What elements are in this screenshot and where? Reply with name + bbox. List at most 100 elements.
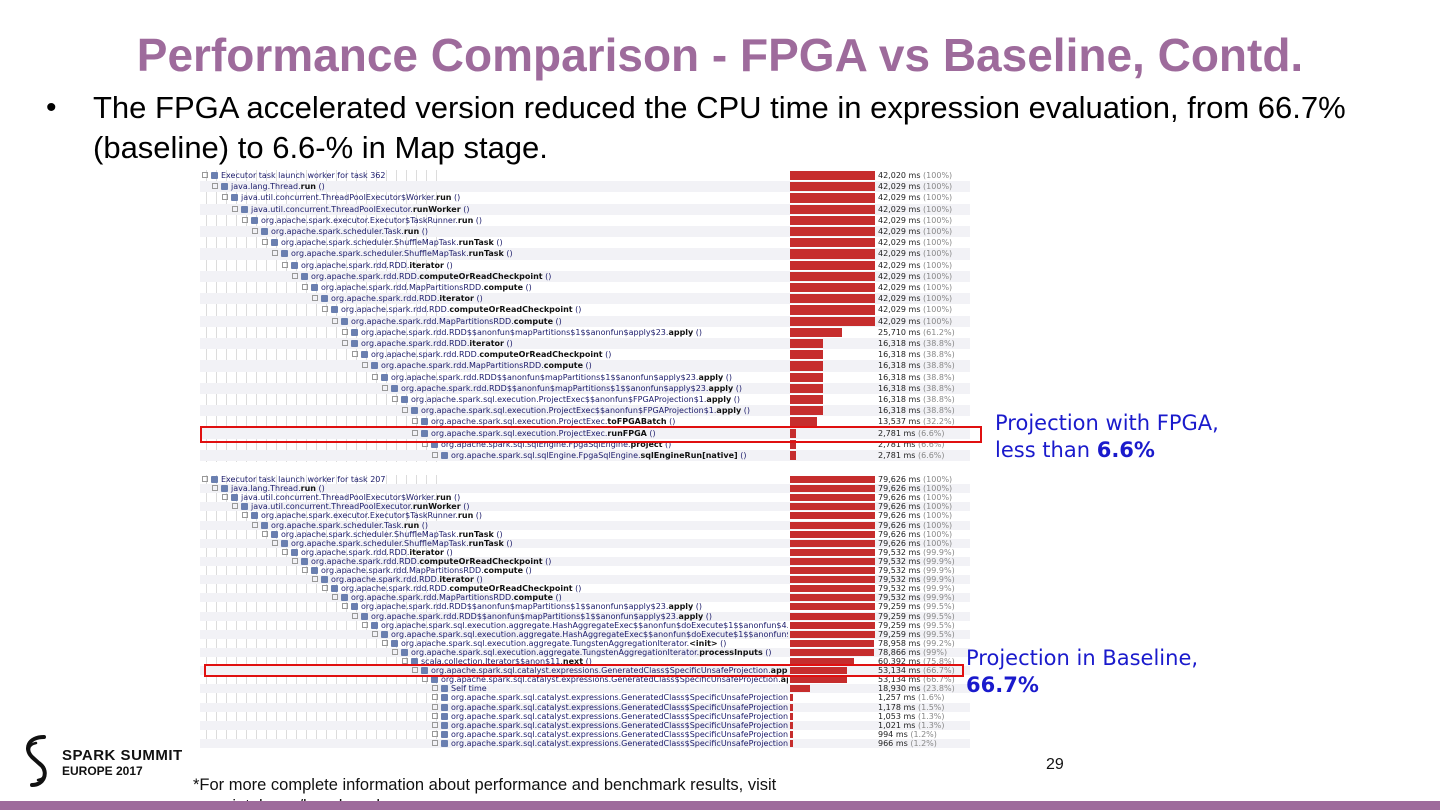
expand-toggle-icon[interactable]	[432, 730, 438, 737]
expand-toggle-icon[interactable]	[252, 521, 258, 528]
tree-row[interactable]: org.apache.spark.sql.catalyst.expression…	[200, 712, 970, 721]
expand-toggle-icon[interactable]	[332, 594, 338, 601]
expand-toggle-icon[interactable]	[322, 585, 328, 592]
expand-toggle-icon[interactable]	[372, 630, 378, 637]
tree-row[interactable]: org.apache.spark.sql.execution.ProjectEx…	[200, 405, 970, 417]
expand-toggle-icon[interactable]	[422, 676, 428, 683]
tree-row[interactable]: scala.collection.Iterator$$anon$11.next …	[200, 657, 970, 666]
tree-row[interactable]: org.apache.spark.sql.execution.aggregate…	[200, 629, 970, 639]
expand-toggle-icon[interactable]	[342, 603, 348, 610]
expand-toggle-icon[interactable]	[412, 667, 418, 674]
tree-row[interactable]: org.apache.spark.rdd.RDD$$anonfun$mapPar…	[200, 372, 970, 383]
expand-toggle-icon[interactable]	[272, 539, 278, 546]
expand-toggle-icon[interactable]	[342, 340, 348, 346]
expand-toggle-icon[interactable]	[282, 261, 288, 268]
expand-toggle-icon[interactable]	[272, 250, 278, 257]
expand-toggle-icon[interactable]	[212, 485, 218, 492]
tree-row[interactable]: org.apache.spark.rdd.RDD$$anonfun$mapPar…	[200, 602, 970, 611]
expand-toggle-icon[interactable]	[302, 284, 308, 290]
expand-toggle-icon[interactable]	[312, 576, 318, 583]
expand-toggle-icon[interactable]	[282, 548, 288, 555]
tree-row[interactable]: org.apache.spark.rdd.RDD.iterator () 79,5…	[200, 548, 970, 557]
tree-row[interactable]: org.apache.spark.sql.execution.ProjectEx…	[200, 394, 970, 405]
expand-toggle-icon[interactable]	[352, 351, 358, 358]
tree-row[interactable]: org.apache.spark.sql.execution.ProjectEx…	[200, 427, 970, 439]
expand-toggle-icon[interactable]	[252, 228, 258, 234]
tree-row[interactable]: java.util.concurrent.ThreadPoolExecutor.…	[200, 502, 970, 512]
tree-row[interactable]: org.apache.spark.rdd.RDD.computeOrReadCh…	[200, 304, 970, 315]
tree-row[interactable]: org.apache.spark.rdd.MapPartitionsRDD.co…	[200, 360, 970, 372]
expand-toggle-icon[interactable]	[432, 685, 438, 692]
tree-row[interactable]: org.apache.spark.rdd.RDD.iterator () 42,0…	[200, 293, 970, 305]
tree-row[interactable]: org.apache.spark.rdd.RDD$$anonfun$mapPar…	[200, 327, 970, 338]
tree-row[interactable]: org.apache.spark.sql.execution.aggregate…	[200, 639, 970, 648]
tree-row[interactable]: org.apache.spark.scheduler.Task.run () 42…	[200, 226, 970, 238]
tree-row[interactable]: org.apache.spark.sql.catalyst.expression…	[200, 666, 970, 676]
tree-row[interactable]: org.apache.spark.rdd.RDD.computeOrReadCh…	[200, 556, 970, 566]
tree-row[interactable]: org.apache.spark.sql.execution.aggregate…	[200, 647, 970, 657]
tree-row[interactable]: org.apache.spark.sql.sqlEngine.FpgaSqlEn…	[200, 439, 970, 450]
tree-row[interactable]: Executor task launch worker for task 207…	[200, 475, 970, 484]
expand-toggle-icon[interactable]	[242, 512, 248, 519]
tree-row[interactable]: org.apache.spark.sql.catalyst.expression…	[200, 720, 970, 730]
expand-toggle-icon[interactable]	[432, 703, 438, 710]
tree-row[interactable]: org.apache.spark.executor.Executor$TaskR…	[200, 511, 970, 520]
expand-toggle-icon[interactable]	[432, 452, 438, 458]
tree-row[interactable]: org.apache.spark.rdd.MapPartitionsRDD.co…	[200, 593, 970, 603]
expand-toggle-icon[interactable]	[232, 205, 238, 212]
tree-row[interactable]: org.apache.spark.scheduler.ShuffleMapTas…	[200, 237, 970, 248]
expand-toggle-icon[interactable]	[432, 712, 438, 719]
tree-row[interactable]: org.apache.spark.sql.catalyst.expression…	[200, 738, 970, 748]
expand-toggle-icon[interactable]	[362, 362, 368, 369]
expand-toggle-icon[interactable]	[262, 239, 268, 246]
expand-toggle-icon[interactable]	[212, 183, 218, 190]
expand-toggle-icon[interactable]	[242, 216, 248, 223]
tree-row[interactable]: java.util.concurrent.ThreadPoolExecutor$…	[200, 493, 970, 502]
expand-toggle-icon[interactable]	[332, 317, 338, 324]
expand-toggle-icon[interactable]	[402, 658, 408, 664]
tree-row[interactable]: java.util.concurrent.ThreadPoolExecutor$…	[200, 192, 970, 203]
expand-toggle-icon[interactable]	[292, 557, 298, 564]
expand-toggle-icon[interactable]	[432, 739, 438, 746]
expand-toggle-icon[interactable]	[432, 721, 438, 728]
tree-row[interactable]: org.apache.spark.rdd.RDD.iterator () 79,5…	[200, 575, 970, 585]
tree-row[interactable]: org.apache.spark.scheduler.ShuffleMapTas…	[200, 538, 970, 548]
expand-toggle-icon[interactable]	[262, 530, 268, 537]
expand-toggle-icon[interactable]	[202, 476, 208, 482]
tree-row[interactable]: org.apache.spark.rdd.RDD$$anonfun$mapPar…	[200, 611, 970, 621]
expand-toggle-icon[interactable]	[342, 328, 348, 335]
tree-row[interactable]: org.apache.spark.rdd.RDD.computeOrReadCh…	[200, 270, 970, 282]
expand-toggle-icon[interactable]	[352, 612, 358, 619]
tree-row[interactable]: Self time 18,930 ms (23.8%)	[200, 684, 970, 694]
tree-row[interactable]: java.lang.Thread.run () 42,029 ms (100%)	[200, 181, 970, 193]
tree-row[interactable]: org.apache.spark.sql.catalyst.expression…	[200, 693, 970, 702]
tree-row[interactable]: org.apache.spark.rdd.RDD.computeOrReadCh…	[200, 349, 970, 360]
tree-row[interactable]: org.apache.spark.sql.execution.ProjectEx…	[200, 416, 970, 427]
tree-row[interactable]: org.apache.spark.sql.execution.aggregate…	[200, 621, 970, 630]
tree-row[interactable]: org.apache.spark.scheduler.ShuffleMapTas…	[200, 530, 970, 539]
expand-toggle-icon[interactable]	[392, 648, 398, 655]
expand-toggle-icon[interactable]	[372, 373, 378, 380]
expand-toggle-icon[interactable]	[222, 194, 228, 201]
tree-row[interactable]: java.lang.Thread.run () 79,626 ms (100%)	[200, 484, 970, 494]
tree-row[interactable]: org.apache.spark.sql.catalyst.expression…	[200, 730, 970, 739]
tree-row[interactable]: org.apache.spark.sql.sqlEngine.FpgaSqlEn…	[200, 450, 970, 462]
tree-row[interactable]: org.apache.spark.scheduler.Task.run () 79…	[200, 520, 970, 530]
expand-toggle-icon[interactable]	[382, 384, 388, 391]
tree-row[interactable]: java.util.concurrent.ThreadPoolExecutor.…	[200, 203, 970, 215]
tree-row[interactable]: Executor task launch worker for task 362…	[200, 170, 970, 181]
expand-toggle-icon[interactable]	[432, 694, 438, 701]
tree-row[interactable]: org.apache.spark.sql.catalyst.expression…	[200, 702, 970, 712]
expand-toggle-icon[interactable]	[382, 639, 388, 646]
expand-toggle-icon[interactable]	[302, 567, 308, 573]
expand-toggle-icon[interactable]	[312, 295, 318, 302]
tree-row[interactable]: org.apache.spark.scheduler.ShuffleMapTas…	[200, 248, 970, 260]
tree-row[interactable]: org.apache.spark.rdd.MapPartitionsRDD.co…	[200, 315, 970, 327]
tree-row[interactable]: org.apache.spark.rdd.MapPartitionsRDD.co…	[200, 282, 970, 293]
expand-toggle-icon[interactable]	[232, 503, 238, 510]
expand-toggle-icon[interactable]	[402, 407, 408, 414]
expand-toggle-icon[interactable]	[412, 429, 418, 436]
expand-toggle-icon[interactable]	[322, 306, 328, 313]
expand-toggle-icon[interactable]	[412, 418, 418, 425]
expand-toggle-icon[interactable]	[362, 621, 368, 628]
